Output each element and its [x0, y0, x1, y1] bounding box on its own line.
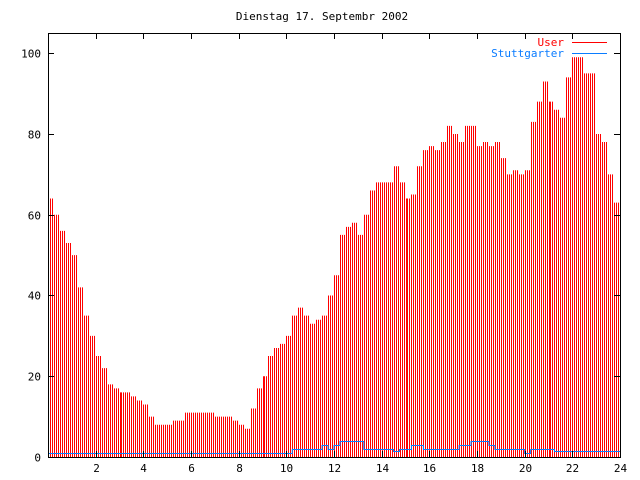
stuttgarter-line: [48, 441, 620, 454]
y-tick-label: 60: [28, 210, 41, 223]
x-tick-label: 12: [328, 462, 341, 475]
y-tick-label: 80: [28, 129, 41, 142]
x-tick-label: 18: [471, 462, 484, 475]
legend-label-user: User: [538, 36, 565, 49]
y-tick-label: 40: [28, 290, 41, 303]
x-tick-label: 24: [614, 462, 628, 475]
legend: User Stuttgarter: [491, 36, 607, 60]
chart-title: Dienstag 17. Septembr 2002: [236, 10, 408, 23]
x-tick-label: 8: [236, 462, 243, 475]
stuttgarter-series: [48, 441, 620, 454]
x-tick-label: 16: [423, 462, 436, 475]
x-tick-label: 14: [376, 462, 390, 475]
x-tick-label: 4: [140, 462, 147, 475]
y-tick-label: 20: [28, 371, 41, 384]
y-tick-label: 0: [34, 452, 41, 465]
user-series: [48, 57, 619, 457]
x-tick-label: 20: [519, 462, 532, 475]
y-tick-label: 100: [21, 48, 41, 61]
x-tick-label: 2: [93, 462, 100, 475]
x-tick-label: 10: [280, 462, 293, 475]
x-tick-label: 6: [188, 462, 195, 475]
legend-label-stuttgarter: Stuttgarter: [491, 47, 564, 60]
x-tick-label: 22: [566, 462, 579, 475]
